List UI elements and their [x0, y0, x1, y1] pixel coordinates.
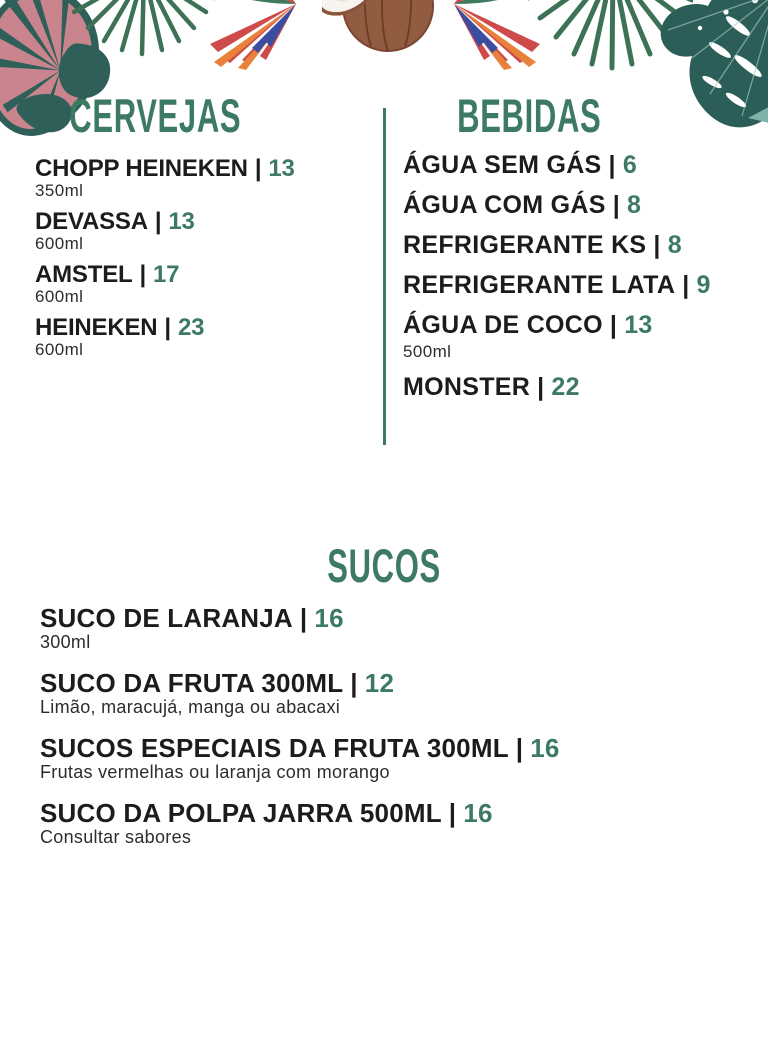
menu-item-agua-sem-gas: ÁGUA SEM GÁS | 6: [403, 152, 655, 179]
item-price: 16: [463, 798, 493, 828]
menu-item-monster: MONSTER | 22: [403, 374, 655, 401]
item-line: REFRIGERANTE LATA | 9: [403, 272, 710, 299]
item-name: REFRIGERANTE LATA: [403, 271, 676, 299]
item-name: DEVASSA: [35, 208, 148, 235]
item-separator: |: [609, 311, 618, 339]
sucos-items: SUCO DE LARANJA | 16 300ml SUCO DA FRUTA 3…: [0, 604, 768, 847]
section-bebidas: BEBIDAS ÁGUA SEM GÁS | 6 ÁGUA COM GÁS | 8 RE…: [403, 89, 710, 414]
item-separator: |: [164, 314, 171, 341]
item-desc: 600ml: [35, 287, 84, 306]
monstera-leaf-icon: [660, 0, 768, 128]
item-separator: |: [612, 191, 620, 219]
item-price: 9: [696, 271, 711, 299]
item-price: 22: [551, 373, 580, 401]
item-separator: |: [154, 208, 162, 235]
item-desc: 300ml: [40, 632, 91, 652]
item-separator: |: [682, 271, 690, 299]
item-separator: |: [350, 668, 358, 698]
item-line: ÁGUA DE COCO | 13: [403, 312, 655, 339]
item-line: HEINEKEN | 23: [35, 315, 310, 341]
item-separator: |: [139, 261, 146, 288]
item-separator: |: [448, 798, 457, 828]
item-price: 17: [152, 261, 180, 288]
menu-item-suco-da-fruta: SUCO DA FRUTA 300ML | 12 Limão, maracujá, …: [40, 669, 768, 717]
item-price: 16: [530, 733, 560, 763]
bird-of-paradise-left-icon: [210, 0, 296, 70]
item-name: REFRIGERANTE KS: [403, 231, 647, 259]
item-line: CHOPP HEINEKEN | 13: [35, 156, 310, 182]
sucos-title-text: SUCOS: [327, 539, 441, 592]
item-name: HEINEKEN: [35, 314, 158, 341]
palm-frond-right-icon: [528, 0, 693, 71]
menu-item-suco-de-laranja: SUCO DE LARANJA | 16 300ml: [40, 604, 768, 652]
item-line: MONSTER | 22: [403, 374, 655, 401]
item-price: 13: [624, 311, 653, 339]
item-name: ÁGUA DE COCO: [403, 311, 603, 339]
menu-item-sucos-especiais: SUCOS ESPECIAIS DA FRUTA 300ML | 16 Frutas…: [40, 734, 768, 782]
item-desc: 600ml: [35, 234, 84, 253]
bird-of-paradise-right-icon: [454, 0, 540, 70]
item-line: REFRIGERANTE KS | 8: [403, 231, 682, 259]
item-line: SUCOS ESPECIAIS DA FRUTA 300ML | 16: [40, 734, 768, 762]
menu-item-agua-de-coco: ÁGUA DE COCO | 13 500ml: [403, 312, 655, 361]
item-price: 13: [168, 208, 195, 235]
item-price: 12: [364, 668, 395, 698]
item-line: DEVASSA | 13: [35, 209, 310, 235]
menu-item-refrigerante-ks: REFRIGERANTE KS | 8: [403, 231, 682, 259]
menu-item-chopp-heineken: CHOPP HEINEKEN | 13 350ml: [35, 156, 310, 200]
menu-item-refrigerante-lata: REFRIGERANTE LATA | 9: [403, 272, 710, 299]
item-name: SUCO DE LARANJA: [40, 603, 293, 633]
item-separator: |: [515, 733, 524, 763]
item-desc: Frutas vermelhas ou laranja com morango: [40, 762, 390, 782]
sucos-title: SUCOS: [0, 539, 768, 592]
bebidas-title: BEBIDAS: [403, 89, 655, 142]
item-name: ÁGUA SEM GÁS: [403, 151, 602, 179]
cervejas-items: CHOPP HEINEKEN | 13 350ml DEVASSA | 13 600ml…: [0, 156, 310, 359]
bebidas-items: ÁGUA SEM GÁS | 6 ÁGUA COM GÁS | 8 REFRIGERAN…: [403, 152, 710, 401]
item-price: 8: [626, 191, 642, 219]
item-desc: 350ml: [35, 181, 84, 200]
item-name: MONSTER: [403, 373, 531, 401]
item-price: 23: [177, 314, 205, 341]
section-sucos: SUCOS SUCO DE LARANJA | 16 300ml SUCO DA F…: [0, 539, 768, 864]
menu-item-devassa: DEVASSA | 13 600ml: [35, 209, 310, 253]
item-price: 8: [667, 231, 682, 259]
item-price: 16: [314, 603, 344, 633]
item-name: SUCO DA POLPA JARRA 500ML: [40, 798, 442, 828]
section-cervejas: CERVEJAS CHOPP HEINEKEN | 13 350ml DEVASSA…: [0, 89, 310, 368]
item-price: 13: [268, 155, 295, 182]
menu-item-amstel: AMSTEL | 17 600ml: [35, 262, 310, 306]
menu-item-heineken: HEINEKEN | 23 600ml: [35, 315, 310, 359]
item-separator: |: [537, 373, 545, 401]
bebidas-title-text: BEBIDAS: [456, 89, 602, 142]
column-divider: [383, 108, 386, 445]
palm-frond-left-icon: [71, 0, 216, 57]
item-desc: Consultar sabores: [40, 827, 192, 847]
item-separator: |: [254, 155, 262, 182]
item-line: SUCO DE LARANJA | 16: [40, 604, 768, 632]
menu-item-suco-da-polpa: SUCO DA POLPA JARRA 500ML | 16 Consultar s…: [40, 799, 768, 847]
item-name: CHOPP HEINEKEN: [35, 155, 248, 182]
item-name: ÁGUA COM GÁS: [403, 191, 606, 219]
item-name: SUCO DA FRUTA 300ML: [40, 668, 344, 698]
item-line: ÁGUA COM GÁS | 8: [403, 192, 655, 219]
item-line: AMSTEL | 17: [35, 262, 310, 288]
item-line: SUCO DA FRUTA 300ML | 12: [40, 669, 768, 697]
item-separator: |: [653, 231, 661, 259]
item-desc: 600ml: [35, 340, 84, 359]
item-name: SUCOS ESPECIAIS DA FRUTA 300ML: [40, 733, 509, 763]
item-line: ÁGUA SEM GÁS | 6: [403, 152, 655, 179]
item-desc: 500ml: [403, 342, 452, 361]
cervejas-title-text: CERVEJAS: [69, 89, 241, 142]
item-name: AMSTEL: [35, 261, 133, 288]
menu-item-agua-com-gas: ÁGUA COM GÁS | 8: [403, 192, 655, 219]
item-desc: Limão, maracujá, manga ou abacaxi: [40, 697, 341, 717]
item-separator: |: [608, 151, 616, 179]
coconut-icon: [322, 0, 434, 52]
item-separator: |: [299, 603, 308, 633]
item-price: 6: [622, 151, 638, 179]
item-line: SUCO DA POLPA JARRA 500ML | 16: [40, 799, 768, 827]
cervejas-title: CERVEJAS: [0, 89, 310, 142]
